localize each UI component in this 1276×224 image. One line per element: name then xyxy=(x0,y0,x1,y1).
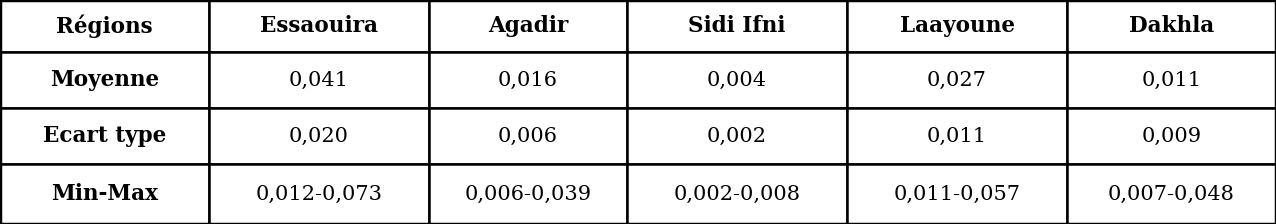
Bar xyxy=(1067,52,1276,108)
Bar xyxy=(0,52,209,108)
Text: 0,020: 0,020 xyxy=(288,127,350,146)
Bar xyxy=(0,0,209,52)
Bar xyxy=(429,52,627,108)
Bar xyxy=(209,52,429,108)
Text: Laayoune: Laayoune xyxy=(900,15,1014,37)
Bar xyxy=(1067,164,1276,224)
Bar xyxy=(627,164,847,224)
Text: Dakhla: Dakhla xyxy=(1129,15,1215,37)
Text: 0,009: 0,009 xyxy=(1142,127,1202,146)
Text: Régions: Régions xyxy=(56,14,153,38)
Text: Sidi Ifni: Sidi Ifni xyxy=(688,15,786,37)
Bar xyxy=(209,0,429,52)
Text: 0,041: 0,041 xyxy=(288,71,350,90)
Text: Essaouira: Essaouira xyxy=(260,15,378,37)
Text: Agadir: Agadir xyxy=(487,15,568,37)
Text: Min-Max: Min-Max xyxy=(51,183,158,205)
Bar xyxy=(429,164,627,224)
Bar xyxy=(847,52,1067,108)
Text: 0,011: 0,011 xyxy=(1142,71,1202,90)
Bar xyxy=(847,108,1067,164)
Bar xyxy=(429,108,627,164)
Bar xyxy=(1067,0,1276,52)
Text: 0,012-0,073: 0,012-0,073 xyxy=(255,185,383,203)
Text: 0,002-0,008: 0,002-0,008 xyxy=(674,185,800,203)
Text: 0,011: 0,011 xyxy=(926,127,988,146)
Text: 0,027: 0,027 xyxy=(928,71,986,90)
Bar xyxy=(0,164,209,224)
Bar xyxy=(209,164,429,224)
Bar xyxy=(627,0,847,52)
Bar xyxy=(0,108,209,164)
Text: 0,004: 0,004 xyxy=(707,71,767,90)
Text: 0,007-0,048: 0,007-0,048 xyxy=(1108,185,1235,203)
Bar xyxy=(847,164,1067,224)
Bar xyxy=(627,52,847,108)
Bar xyxy=(1067,108,1276,164)
Bar xyxy=(429,0,627,52)
Text: 0,011-0,057: 0,011-0,057 xyxy=(893,185,1021,203)
Text: Ecart type: Ecart type xyxy=(43,125,166,147)
Text: Moyenne: Moyenne xyxy=(50,69,160,91)
Bar xyxy=(209,108,429,164)
Text: 0,006: 0,006 xyxy=(498,127,558,146)
Bar xyxy=(627,108,847,164)
Text: 0,016: 0,016 xyxy=(498,71,558,90)
Text: 0,002: 0,002 xyxy=(707,127,767,146)
Bar xyxy=(847,0,1067,52)
Text: 0,006-0,039: 0,006-0,039 xyxy=(464,185,592,203)
